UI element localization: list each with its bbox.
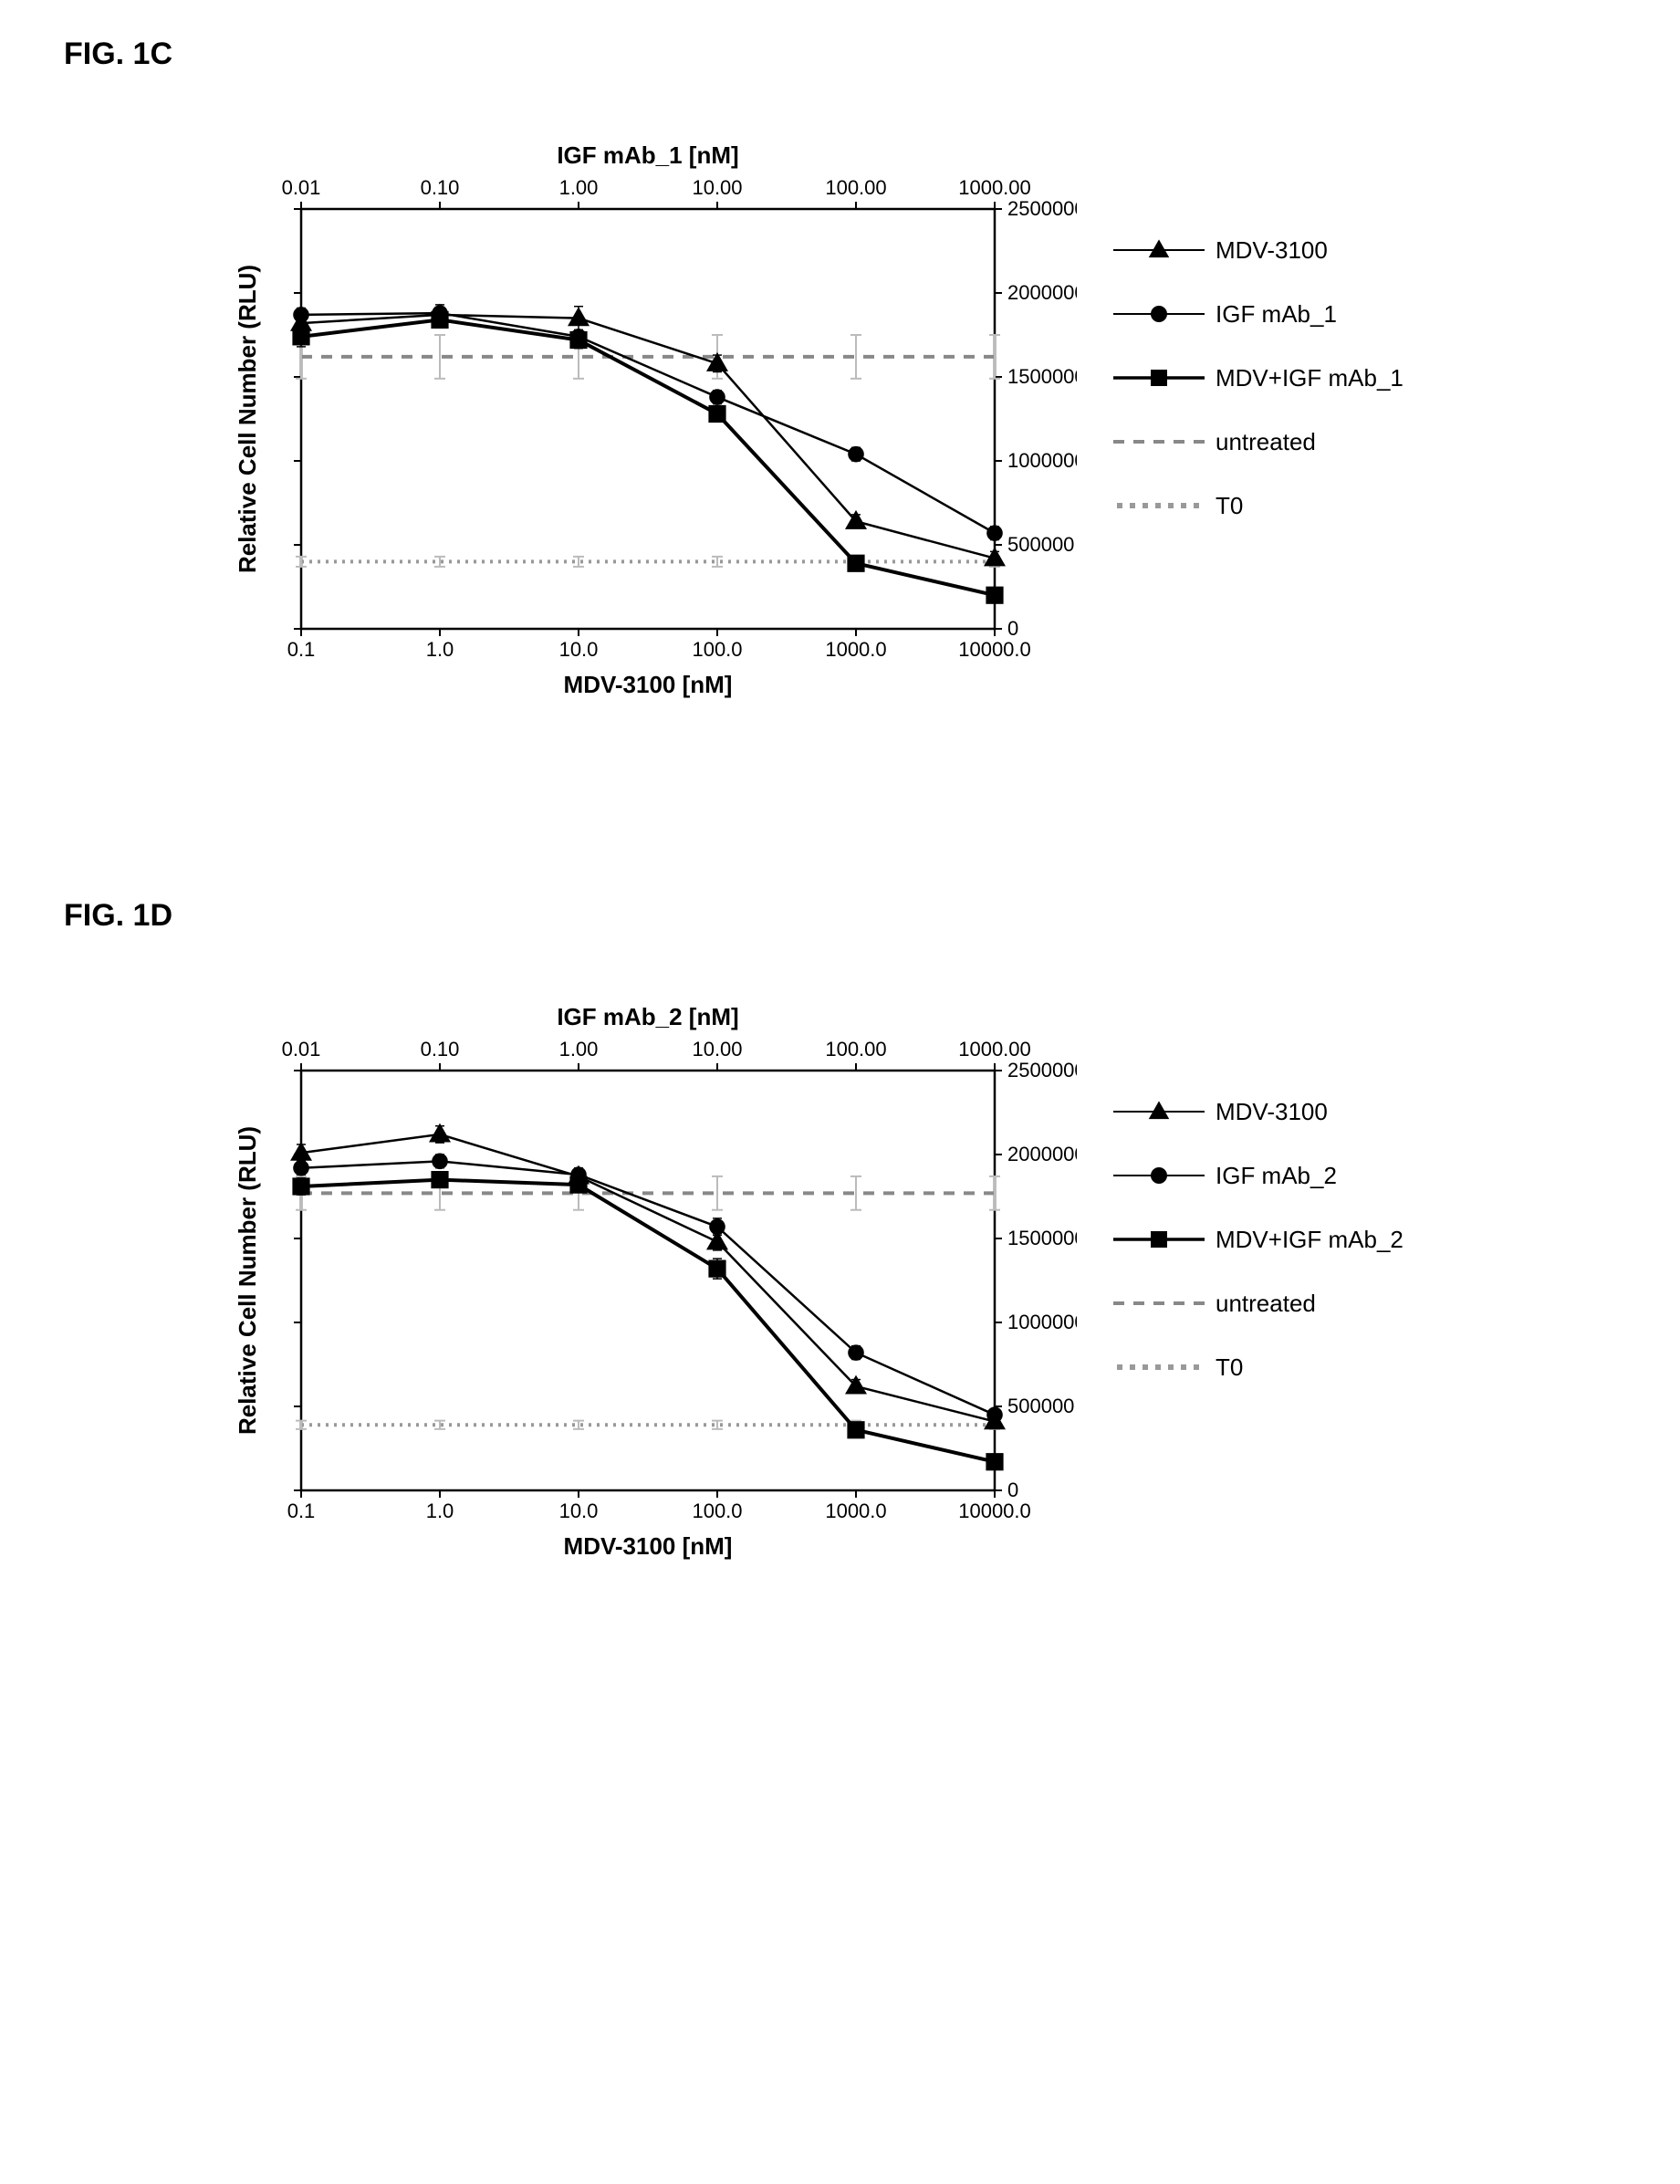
legend-swatch (1113, 428, 1205, 455)
legend-item: MDV-3100 (1113, 1080, 1403, 1144)
svg-text:10.00: 10.00 (692, 176, 742, 199)
svg-text:0.01: 0.01 (282, 1038, 321, 1061)
svg-text:0: 0 (1007, 617, 1018, 640)
svg-text:0.1: 0.1 (287, 638, 316, 661)
svg-text:MDV-3100 [nM]: MDV-3100 [nM] (564, 1532, 733, 1560)
legend-item: untreated (1113, 410, 1403, 474)
legend-item: MDV+IGF mAb_2 (1113, 1207, 1403, 1271)
svg-text:1000.00: 1000.00 (958, 176, 1031, 199)
svg-text:0: 0 (1007, 1479, 1018, 1501)
legend-label: T0 (1216, 1353, 1243, 1382)
svg-text:1.00: 1.00 (559, 176, 599, 199)
legend-item: MDV-3100 (1113, 218, 1403, 282)
svg-text:0.1: 0.1 (287, 1500, 316, 1522)
figure-block: FIG. 1D0.010.101.0010.00100.001000.00IGF… (37, 898, 1643, 1577)
svg-text:500000: 500000 (1007, 533, 1074, 556)
legend-swatch (1113, 1353, 1205, 1381)
svg-text:0.01: 0.01 (282, 176, 321, 199)
legend-swatch (1113, 492, 1205, 519)
legend-swatch (1113, 1226, 1205, 1253)
svg-text:IGF mAb_2 [nM]: IGF mAb_2 [nM] (557, 1003, 738, 1030)
legend-swatch (1113, 364, 1205, 392)
svg-text:2500000: 2500000 (1007, 1059, 1077, 1082)
svg-text:2000000: 2000000 (1007, 1143, 1077, 1165)
svg-text:1000.0: 1000.0 (825, 638, 886, 661)
svg-text:100.0: 100.0 (692, 638, 742, 661)
svg-text:IGF mAb_1 [nM]: IGF mAb_1 [nM] (557, 141, 738, 169)
svg-text:Relative Cell Number (RLU): Relative Cell Number (RLU) (234, 265, 261, 573)
svg-text:500000: 500000 (1007, 1395, 1074, 1417)
figure-label: FIG. 1C (64, 37, 1643, 72)
svg-text:1.0: 1.0 (426, 638, 454, 661)
legend-swatch (1113, 1290, 1205, 1317)
figure-label: FIG. 1D (64, 898, 1643, 934)
svg-text:100.00: 100.00 (825, 1038, 886, 1061)
svg-text:10.00: 10.00 (692, 1038, 742, 1061)
svg-text:MDV-3100 [nM]: MDV-3100 [nM] (564, 671, 733, 698)
legend-label: untreated (1216, 1290, 1316, 1318)
svg-text:100.00: 100.00 (825, 176, 886, 199)
legend-label: MDV-3100 (1216, 1098, 1328, 1126)
legend-label: IGF mAb_1 (1216, 300, 1337, 329)
legend-label: MDV+IGF mAb_2 (1216, 1226, 1403, 1254)
svg-text:1000000: 1000000 (1007, 449, 1077, 472)
figure-block: FIG. 1C0.010.101.0010.00100.001000.00IGF… (37, 37, 1643, 716)
svg-text:0.10: 0.10 (421, 1038, 460, 1061)
chart-legend: MDV-3100 IGF mAb_2 MDV+IGF mAb_2 untreated T… (1113, 1080, 1403, 1399)
svg-text:10000.0: 10000.0 (958, 638, 1031, 661)
chart-container: 0.010.101.0010.00100.001000.00IGF mAb_2 … (201, 988, 1077, 1577)
svg-text:1500000: 1500000 (1007, 365, 1077, 388)
legend-item: T0 (1113, 474, 1403, 538)
legend-swatch (1113, 1098, 1205, 1125)
svg-text:Relative Cell Number (RLU): Relative Cell Number (RLU) (234, 1126, 261, 1435)
svg-text:10.0: 10.0 (559, 638, 599, 661)
legend-item: IGF mAb_1 (1113, 282, 1403, 346)
legend-label: MDV+IGF mAb_1 (1216, 364, 1403, 392)
svg-text:1000.0: 1000.0 (825, 1500, 886, 1522)
svg-text:10000.0: 10000.0 (958, 1500, 1031, 1522)
svg-text:1000000: 1000000 (1007, 1311, 1077, 1333)
legend-swatch (1113, 300, 1205, 328)
chart-wrap: 0.010.101.0010.00100.001000.00IGF mAb_1 … (201, 127, 1643, 716)
legend-label: IGF mAb_2 (1216, 1162, 1337, 1190)
svg-text:0.10: 0.10 (421, 176, 460, 199)
legend-swatch (1113, 236, 1205, 264)
svg-text:10.0: 10.0 (559, 1500, 599, 1522)
legend-item: MDV+IGF mAb_1 (1113, 346, 1403, 410)
legend-label: untreated (1216, 428, 1316, 456)
chart-container: 0.010.101.0010.00100.001000.00IGF mAb_1 … (201, 127, 1077, 716)
legend-item: T0 (1113, 1335, 1403, 1399)
legend-item: IGF mAb_2 (1113, 1144, 1403, 1207)
svg-text:1000.00: 1000.00 (958, 1038, 1031, 1061)
chart-legend: MDV-3100 IGF mAb_1 MDV+IGF mAb_1 untreated T… (1113, 218, 1403, 538)
svg-text:1500000: 1500000 (1007, 1227, 1077, 1249)
svg-text:1.0: 1.0 (426, 1500, 454, 1522)
chart-wrap: 0.010.101.0010.00100.001000.00IGF mAb_2 … (201, 988, 1643, 1577)
legend-swatch (1113, 1162, 1205, 1189)
svg-text:1.00: 1.00 (559, 1038, 599, 1061)
svg-text:2500000: 2500000 (1007, 197, 1077, 220)
legend-label: T0 (1216, 492, 1243, 520)
svg-text:100.0: 100.0 (692, 1500, 742, 1522)
legend-item: untreated (1113, 1271, 1403, 1335)
svg-text:2000000: 2000000 (1007, 281, 1077, 304)
legend-label: MDV-3100 (1216, 236, 1328, 265)
